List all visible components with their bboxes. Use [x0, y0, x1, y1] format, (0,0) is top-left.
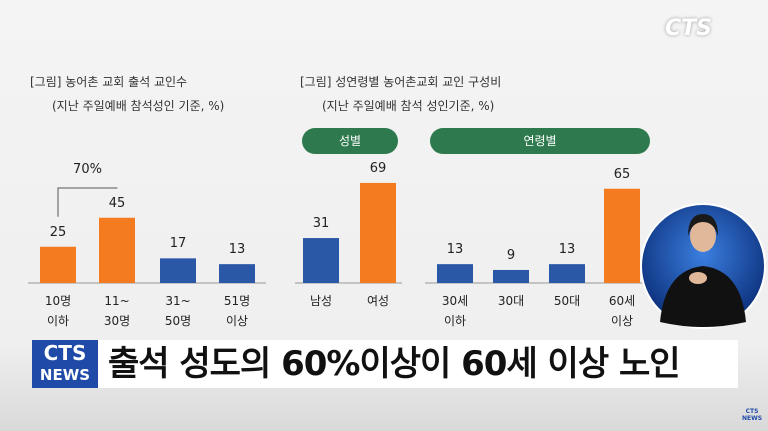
chart-title: [그림] 농어촌 교회 출석 교인수 [30, 75, 188, 89]
x-tick-label: 30대 [497, 294, 525, 308]
bracket [57, 187, 118, 217]
bar [160, 258, 196, 283]
bar [99, 217, 135, 283]
x-tick-label: 50대 [553, 294, 581, 308]
group-pill [430, 128, 650, 154]
bar [604, 188, 640, 283]
chart-title: [그림] 성연령별 농어촌교회 교인 구성비 [300, 75, 502, 89]
bar [437, 264, 473, 283]
value-label: 45 [108, 195, 126, 211]
x-tick-label: 여성 [366, 294, 390, 308]
value-label: 69 [369, 160, 387, 176]
value-label: 31 [312, 216, 330, 232]
x-tick-label: 10명 이하 [44, 294, 72, 328]
value-label: 17 [169, 236, 187, 252]
chart-subtitle: (지난 주일예배 참석 성인기준, %) [322, 99, 495, 113]
value-label: 65 [613, 166, 631, 182]
corner-logo: CTS NEWS [741, 408, 763, 422]
value-label: 13 [228, 242, 246, 258]
annotation: 70% [73, 162, 102, 177]
x-tick-label: 51명 이상 [223, 294, 251, 328]
badge-bottom: NEWS [39, 366, 91, 384]
bar [303, 238, 339, 283]
headline: 출석 성도의 60%이상이 60세 이상 노인 [108, 344, 681, 384]
value-label: 13 [558, 242, 576, 258]
channel-logo: CTS [665, 16, 712, 41]
news-badge [32, 340, 98, 388]
bar [219, 264, 255, 283]
signer-inset [640, 203, 766, 329]
bar [493, 269, 529, 283]
headline-strip [98, 340, 738, 388]
bar [549, 264, 585, 283]
x-tick-label: 11~ 30명 [103, 294, 131, 328]
value-label: 25 [49, 224, 67, 240]
chart-subtitle: (지난 주일예배 참석성인 기준, %) [52, 99, 225, 113]
group-label: 연령별 [523, 134, 557, 148]
x-tick-label: 60세 이상 [608, 294, 636, 328]
value-label: 9 [506, 247, 516, 263]
value-label: 13 [446, 242, 464, 258]
group-label: 성별 [338, 134, 362, 148]
bar [360, 182, 396, 283]
group-pill [302, 128, 398, 154]
x-tick-label: 31~ 50명 [164, 294, 192, 328]
x-tick-label: 30세 이하 [441, 294, 469, 328]
x-tick-label: 남성 [309, 294, 333, 308]
badge-top: CTS [43, 341, 87, 365]
bar [40, 246, 76, 283]
